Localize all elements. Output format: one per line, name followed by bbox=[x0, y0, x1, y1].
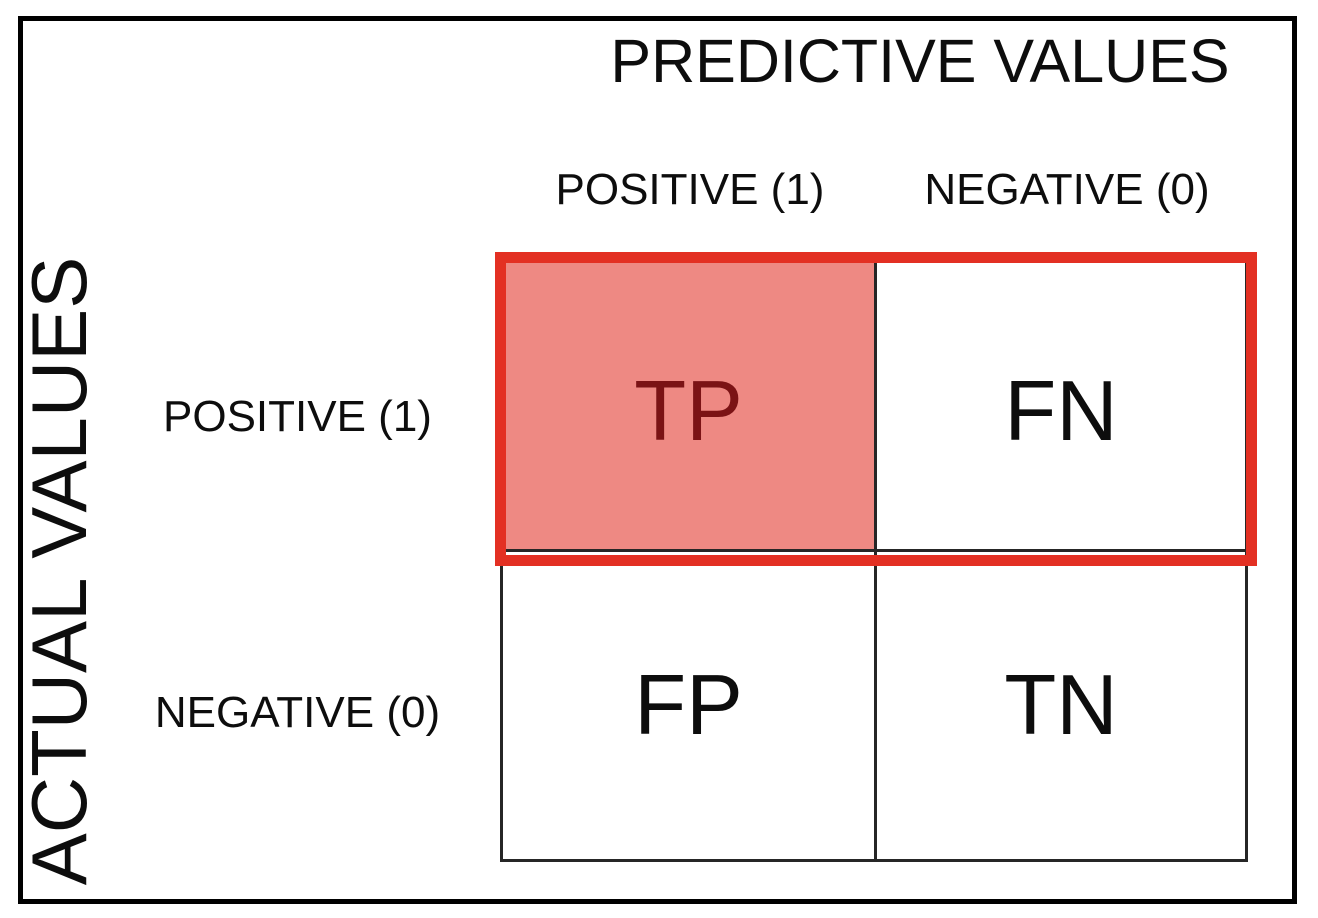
cell-false-positive: FP bbox=[503, 552, 877, 859]
column-header-positive: POSITIVE (1) bbox=[555, 165, 825, 214]
predictive-values-axis-title: PREDICTIVE VALUES bbox=[610, 27, 1230, 95]
column-header-negative: NEGATIVE (0) bbox=[924, 165, 1210, 214]
cell-false-negative: FN bbox=[877, 258, 1245, 552]
actual-values-axis-title: ACTUAL VALUES bbox=[15, 256, 103, 886]
cell-true-positive: TP bbox=[503, 258, 877, 552]
row-header-negative: NEGATIVE (0) bbox=[154, 688, 441, 737]
matrix-grid: TP FN FP TN bbox=[500, 255, 1248, 862]
row-header-positive: POSITIVE (1) bbox=[163, 392, 432, 441]
cell-true-negative: TN bbox=[877, 552, 1245, 859]
